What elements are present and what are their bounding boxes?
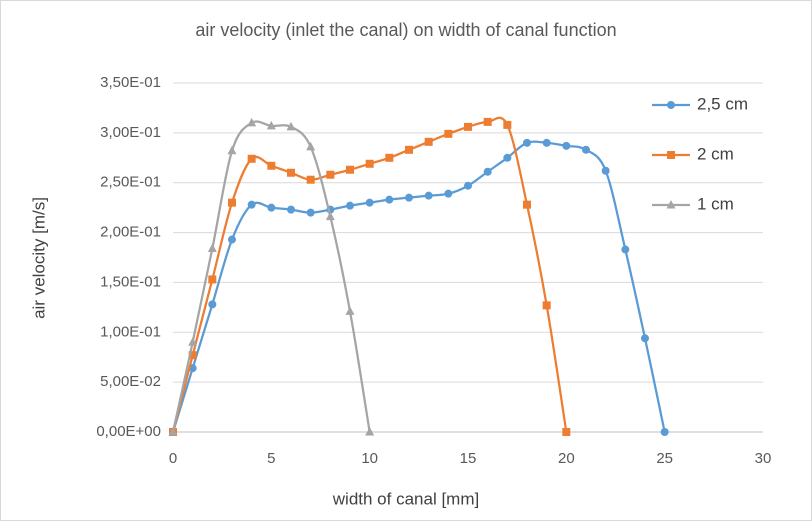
marker <box>503 120 512 129</box>
y-tick-label: 1,50E-01 <box>100 273 161 290</box>
marker <box>346 165 354 174</box>
marker <box>464 181 472 190</box>
marker <box>483 117 492 126</box>
y-tick-label: 3,00E-01 <box>100 124 161 141</box>
marker <box>483 167 492 176</box>
chart-title: air velocity (inlet the canal) on width … <box>195 20 616 40</box>
legend-label: 2 cm <box>697 144 734 163</box>
marker <box>346 201 354 210</box>
marker <box>267 161 276 170</box>
marker <box>287 168 295 177</box>
marker <box>306 208 315 217</box>
x-tick-label: 15 <box>460 450 477 467</box>
marker <box>523 138 531 147</box>
marker <box>601 166 610 175</box>
y-axis-label: air velocity [m/s] <box>29 197 48 319</box>
marker <box>464 122 472 131</box>
marker <box>188 337 198 346</box>
marker <box>424 191 433 200</box>
y-tick-label: 2,50E-01 <box>100 174 161 191</box>
marker <box>667 151 675 159</box>
marker <box>444 129 453 138</box>
marker <box>562 428 571 436</box>
marker <box>424 137 433 146</box>
x-tick-label: 0 <box>169 450 177 467</box>
marker <box>641 334 649 343</box>
marker <box>188 351 197 360</box>
x-tick-label: 20 <box>558 450 575 467</box>
marker <box>542 138 551 147</box>
marker <box>365 427 375 436</box>
marker <box>582 145 590 154</box>
marker <box>385 195 394 204</box>
marker <box>208 275 217 284</box>
x-tick-label: 5 <box>267 450 275 467</box>
marker <box>345 306 355 315</box>
marker <box>660 428 669 436</box>
marker <box>542 301 551 310</box>
marker <box>208 300 217 309</box>
marker <box>405 193 413 202</box>
marker <box>405 145 413 154</box>
marker <box>267 203 276 212</box>
marker <box>326 170 335 179</box>
marker <box>286 121 296 131</box>
x-tick-label: 30 <box>755 450 772 467</box>
marker <box>247 200 256 209</box>
marker <box>306 141 316 151</box>
y-tick-label: 0,00E+00 <box>96 423 161 440</box>
marker <box>227 145 237 155</box>
marker <box>523 200 531 209</box>
marker <box>168 427 178 436</box>
x-tick-label: 10 <box>361 450 378 467</box>
y-tick-label: 5,00E-02 <box>100 373 161 390</box>
marker <box>385 153 394 162</box>
legend-label: 2,5 cm <box>697 94 748 113</box>
marker <box>365 159 374 168</box>
marker <box>667 101 675 109</box>
marker <box>666 200 676 209</box>
marker <box>247 117 257 127</box>
y-tick-label: 2,00E-01 <box>100 224 161 241</box>
marker <box>228 235 236 244</box>
marker <box>503 153 512 162</box>
marker <box>562 141 571 150</box>
y-tick-label: 3,50E-01 <box>100 74 161 91</box>
marker <box>266 120 276 130</box>
marker <box>621 245 630 254</box>
y-tick-label: 1,00E-01 <box>100 323 161 340</box>
x-axis-label: width of canal [mm] <box>332 489 479 508</box>
marker <box>365 198 374 207</box>
series-line <box>171 116 568 433</box>
marker <box>228 198 236 207</box>
marker <box>287 205 295 214</box>
marker <box>247 154 256 163</box>
marker <box>306 175 315 184</box>
marker <box>325 211 335 221</box>
marker <box>207 243 217 253</box>
marker <box>444 189 453 198</box>
x-tick-label: 25 <box>656 450 673 467</box>
legend-label: 1 cm <box>697 194 734 213</box>
